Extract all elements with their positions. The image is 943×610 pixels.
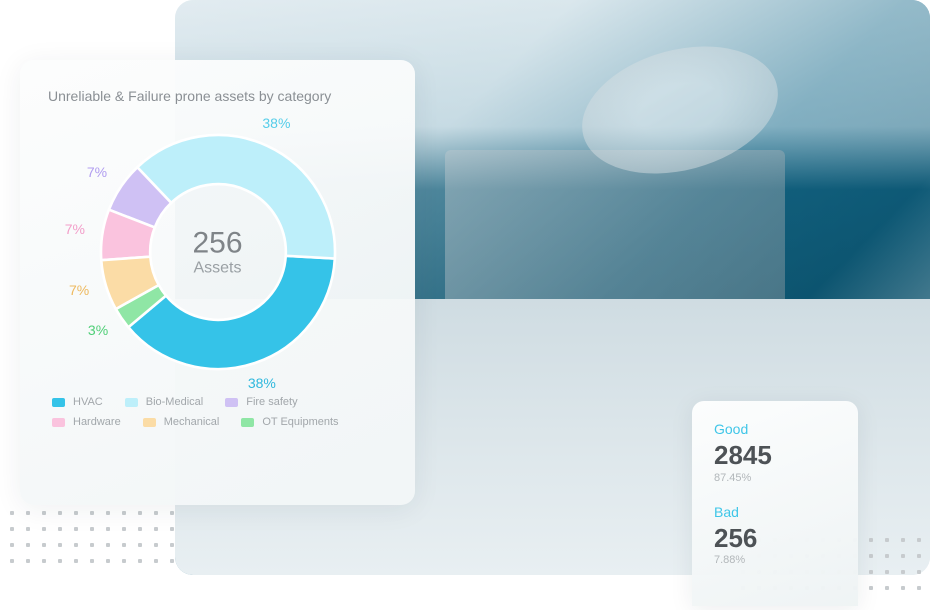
- chart-legend: HVAC Bio-Medical Fire safety Hardware Mechan…: [48, 396, 387, 428]
- stat-bad-label: Bad: [714, 504, 838, 520]
- legend-label: HVAC: [73, 396, 103, 408]
- legend-swatch: [143, 418, 156, 427]
- legend-label: Hardware: [73, 416, 121, 428]
- slice-label-fire-safety: 7%: [87, 164, 107, 180]
- donut-center-value: 256: [192, 227, 242, 260]
- stat-bad: Bad 256 7.88%: [714, 504, 838, 567]
- legend-item-mechanical: Mechanical: [143, 416, 220, 428]
- stat-good-label: Good: [714, 421, 838, 437]
- stat-bad-pct: 7.88%: [714, 554, 838, 566]
- legend-swatch: [52, 398, 65, 407]
- card-title: Unreliable & Failure prone assets by cat…: [48, 88, 387, 104]
- assets-by-category-card: Unreliable & Failure prone assets by cat…: [20, 60, 415, 505]
- legend-item-hvac: HVAC: [52, 396, 103, 408]
- stat-good: Good 2845 87.45%: [714, 421, 838, 484]
- donut-center: 256 Assets: [192, 227, 242, 278]
- donut-chart: 256 Assets 38%38%7%7%7%3%: [88, 122, 348, 382]
- legend-item-ot-equipments: OT Equipments: [241, 416, 338, 428]
- legend-label: Bio-Medical: [146, 396, 203, 408]
- legend-swatch: [225, 398, 238, 407]
- slice-label-hvac: 38%: [248, 375, 276, 391]
- slice-label-ot-equipments: 3%: [88, 322, 108, 338]
- legend-label: Mechanical: [164, 416, 220, 428]
- legend-swatch: [241, 418, 254, 427]
- slice-label-hardware: 7%: [65, 221, 85, 237]
- legend-swatch: [52, 418, 65, 427]
- legend-label: OT Equipments: [262, 416, 338, 428]
- decorative-dots-left: [10, 511, 176, 565]
- slice-label-bio-medical: 38%: [262, 115, 290, 131]
- slice-label-mechanical: 7%: [69, 282, 89, 298]
- status-summary-card: Good 2845 87.45% Bad 256 7.88%: [692, 401, 858, 606]
- stat-good-value: 2845: [714, 441, 838, 470]
- legend-item-bio-medical: Bio-Medical: [125, 396, 203, 408]
- stat-bad-value: 256: [714, 524, 838, 553]
- legend-swatch: [125, 398, 138, 407]
- legend-label: Fire safety: [246, 396, 297, 408]
- legend-item-hardware: Hardware: [52, 416, 121, 428]
- donut-center-label: Assets: [192, 260, 242, 278]
- stat-good-pct: 87.45%: [714, 472, 838, 484]
- legend-item-fire-safety: Fire safety: [225, 396, 297, 408]
